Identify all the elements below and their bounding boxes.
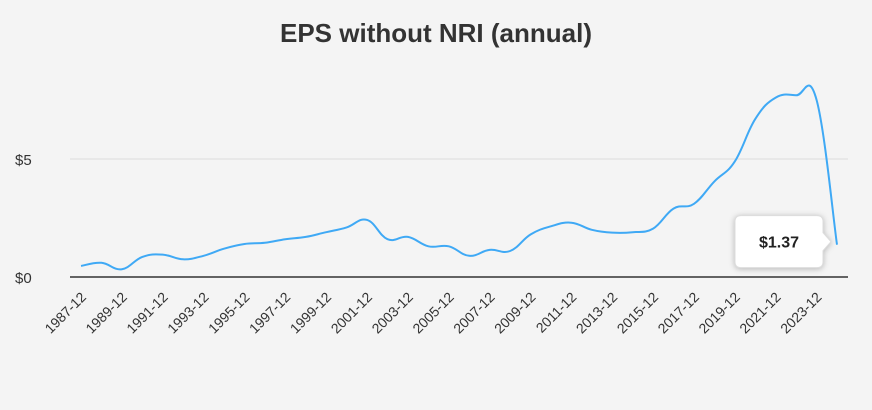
- x-tick-label: 2015-12: [614, 289, 662, 337]
- y-tick-label: $0: [15, 270, 32, 287]
- x-tick-label: 1987-12: [41, 289, 89, 337]
- x-tick-label: 2013-12: [573, 289, 621, 337]
- x-tick-label: 2023-12: [777, 289, 825, 337]
- x-tick-label: 1991-12: [123, 289, 171, 337]
- value-tooltip: $1.37: [734, 215, 832, 269]
- x-tick-label: 2007-12: [450, 289, 498, 337]
- x-tick-label: 2011-12: [533, 289, 580, 336]
- x-tick-label: 2021-12: [736, 289, 784, 337]
- series-layer: [80, 84, 838, 271]
- x-tick-label: 2009-12: [491, 289, 539, 337]
- x-tick-label: 2017-12: [654, 289, 702, 337]
- x-tick-label: 1989-12: [82, 289, 130, 337]
- x-tick-label: 1999-12: [287, 289, 335, 337]
- y-tick-label: $5: [15, 152, 32, 169]
- chart-title: EPS without NRI (annual): [280, 18, 592, 48]
- x-tick-label: 2001-12: [328, 289, 376, 337]
- x-tick-label: 2005-12: [409, 289, 457, 337]
- tooltip-value-label: $1.37: [759, 235, 799, 252]
- x-axis-ticks: 1987-121989-121991-121993-121995-121997-…: [41, 289, 824, 337]
- x-tick-label: 1993-12: [164, 289, 212, 337]
- x-tick-label: 1997-12: [246, 289, 294, 337]
- x-tick-label: 1995-12: [205, 289, 253, 337]
- tooltip-box: [734, 215, 832, 269]
- x-tick-label: 2003-12: [368, 289, 416, 337]
- grid-lines: [70, 158, 848, 278]
- y-axis-ticks: $0 $5: [15, 152, 32, 287]
- series-line: [80, 84, 838, 271]
- x-tick-label: 2019-12: [695, 289, 743, 337]
